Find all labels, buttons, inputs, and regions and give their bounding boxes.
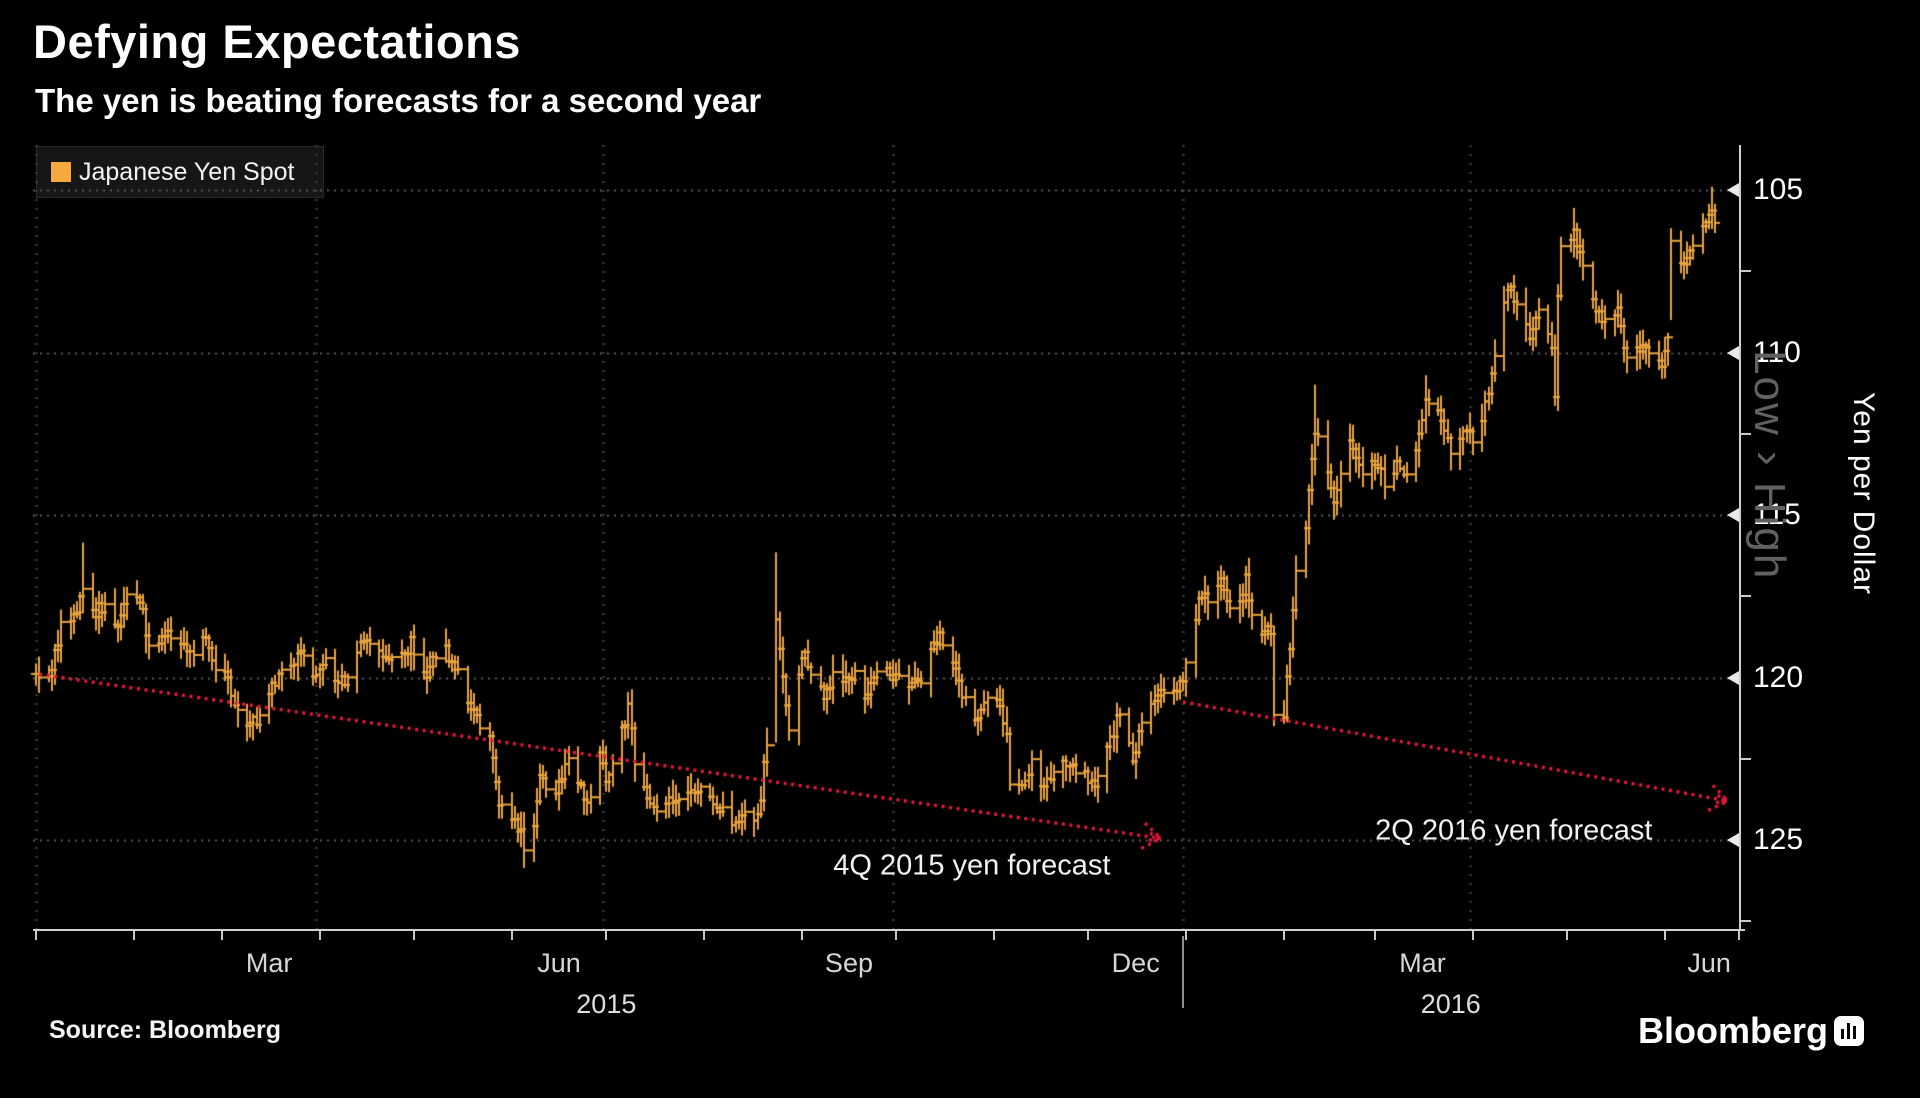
y-tick-arrow-icon bbox=[1727, 508, 1739, 522]
y-tick-label: 115 bbox=[1753, 498, 1801, 531]
x-tick bbox=[1566, 931, 1569, 940]
x-month-label: Dec bbox=[1111, 948, 1160, 978]
x-tick bbox=[1087, 931, 1090, 940]
bloomberg-chart-icon bbox=[1834, 1016, 1864, 1046]
y-tick-minor bbox=[1740, 757, 1751, 760]
x-tick bbox=[1738, 931, 1740, 940]
source-credit: Source: Bloomberg bbox=[49, 1016, 281, 1044]
y-tick-minor bbox=[1740, 920, 1751, 923]
y-tick-label: 105 bbox=[1753, 173, 1804, 206]
y-tick-arrow-icon bbox=[1727, 183, 1739, 197]
x-year-label: 2015 bbox=[576, 989, 637, 1019]
x-year-label: 2016 bbox=[1420, 989, 1481, 1019]
y-axis-direction-label: Low › High bbox=[1745, 350, 1794, 581]
x-tick bbox=[132, 931, 135, 940]
x-tick bbox=[1374, 931, 1377, 940]
x-tick bbox=[510, 931, 513, 940]
x-tick bbox=[992, 931, 995, 940]
x-tick bbox=[1664, 931, 1667, 940]
x-tick bbox=[220, 931, 223, 940]
y-tick-label: 120 bbox=[1753, 660, 1804, 694]
bloomberg-wordmark: Bloomberg bbox=[1638, 1010, 1829, 1051]
y-axis-line bbox=[1739, 145, 1741, 931]
year-divider-line bbox=[1181, 936, 1184, 1008]
y-tick-arrow-icon bbox=[1727, 833, 1739, 847]
y-axis-title: Yen per Dollar bbox=[1847, 392, 1880, 596]
x-month-label: Mar bbox=[1399, 948, 1446, 978]
x-tick bbox=[1471, 931, 1474, 940]
x-month-label: Sep bbox=[824, 948, 873, 978]
x-tick bbox=[318, 931, 321, 940]
x-axis-line bbox=[33, 929, 1745, 931]
x-month-label: Jun bbox=[537, 948, 581, 978]
y-tick-label: 110 bbox=[1753, 335, 1801, 369]
forecast-2016-annotation: 2Q 2016 yen forecast bbox=[1375, 814, 1653, 847]
x-tick bbox=[1282, 931, 1285, 940]
y-tick-label: 125 bbox=[1753, 823, 1804, 856]
x-tick bbox=[413, 931, 416, 940]
x-tick bbox=[895, 931, 898, 940]
x-tick bbox=[605, 931, 608, 940]
x-tick bbox=[800, 931, 803, 940]
y-tick-arrow-icon bbox=[1727, 345, 1739, 360]
x-tick bbox=[35, 931, 37, 940]
x-month-label: Jun bbox=[1687, 948, 1731, 978]
y-tick-minor bbox=[1740, 595, 1751, 598]
forecast-2015-annotation: 4Q 2015 yen forecast bbox=[833, 849, 1111, 882]
y-tick-minor bbox=[1740, 432, 1751, 435]
y-tick-arrow-icon bbox=[1727, 670, 1739, 685]
y-tick-minor bbox=[1740, 270, 1751, 273]
x-tick bbox=[1185, 931, 1188, 940]
x-month-label: Mar bbox=[245, 948, 293, 978]
x-tick bbox=[703, 931, 705, 940]
